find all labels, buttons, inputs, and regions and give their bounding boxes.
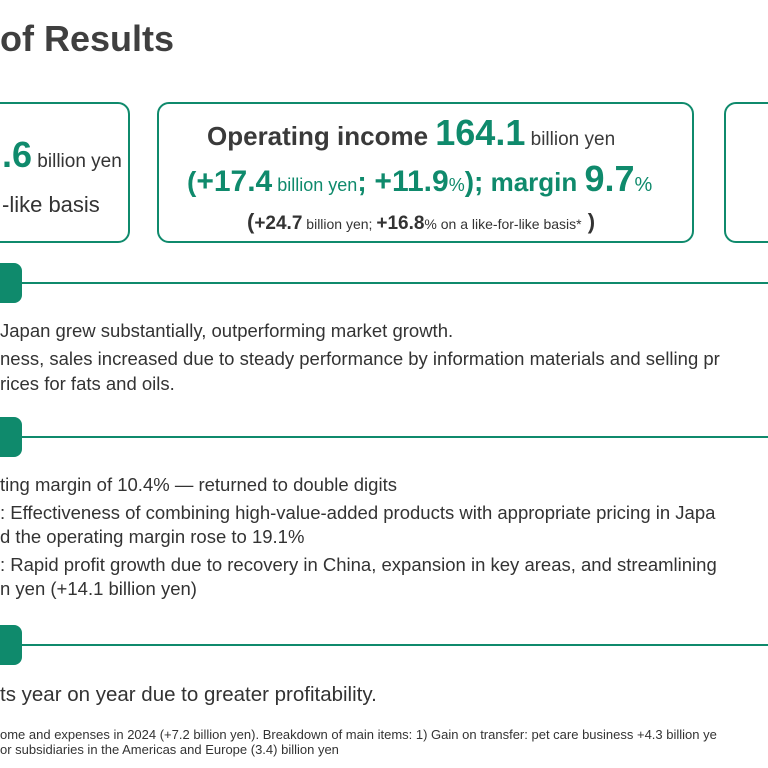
card-left-basis: -like basis — [2, 192, 100, 217]
op-lfl-close: ) — [581, 209, 596, 234]
section2-line-2: : Effectiveness of combining high-value-… — [0, 502, 716, 523]
section-divider-3 — [0, 644, 768, 646]
section2-line-1: ting margin of 10.4% — returned to doubl… — [0, 474, 397, 495]
footnote-line-1: ome and expenses in 2024 (+7.2 billion y… — [0, 727, 717, 742]
section3-line-1: ts year on year due to greater profitabi… — [0, 683, 377, 706]
op-lfl-open: ( — [247, 209, 255, 234]
op-change-value: +17.4 — [196, 165, 273, 198]
op-income-label: Operating income — [207, 121, 436, 151]
op-income-change-line: (+17.4 billion yen; +11.9%); margin 9.7% — [187, 158, 652, 200]
summary-card-net-sales: .6 billion yen -like basis — [0, 102, 130, 243]
section2-line-3: d the operating margin rose to 19.1% — [0, 526, 305, 547]
op-lfl-pct: +16.8 — [376, 213, 425, 234]
op-change-unit: billion yen — [272, 175, 358, 195]
op-lfl-unit: billion yen; — [302, 216, 377, 232]
op-change-pct: +11.9 — [374, 165, 449, 198]
card-left-value: .6 — [2, 134, 33, 175]
section2-line-4: : Rapid profit growth due to recovery in… — [0, 554, 717, 575]
summary-card-operating-income: Operating income 164.1 billion yen (+17.… — [157, 102, 694, 243]
section-divider-1 — [0, 282, 768, 284]
op-change-sep: ; — [357, 166, 375, 197]
op-change-pct-sign: % — [448, 175, 465, 195]
section-divider-2 — [0, 436, 768, 438]
op-change-open: ( — [187, 166, 197, 197]
section1-line-3: rices for fats and oils. — [0, 373, 175, 394]
op-income-value: 164.1 — [435, 112, 526, 153]
summary-card-right — [724, 102, 768, 243]
op-lfl-pct-text: % on a like-for-like basis* — [424, 216, 582, 232]
op-income-unit: billion yen — [525, 129, 616, 150]
section1-line-2: ness, sales increased due to steady perf… — [0, 348, 720, 369]
op-margin-label: margin — [483, 167, 585, 197]
card-left-unit: billion yen — [32, 151, 122, 172]
section1-line-1: Japan grew substantially, outperforming … — [0, 320, 454, 341]
op-lfl-change: +24.7 — [254, 213, 303, 234]
footnote-line-2: or subsidiaries in the Americas and Euro… — [0, 742, 339, 757]
card-left-value-line: .6 billion yen — [2, 134, 122, 176]
op-change-close: ); — [464, 166, 484, 197]
op-margin-value: 9.7 — [584, 158, 635, 199]
section2-line-5: n yen (+14.1 billion yen) — [0, 578, 197, 599]
op-lfl-line: (+24.7 billion yen; +16.8% on a like-for… — [247, 209, 595, 235]
op-margin-pct: % — [634, 174, 653, 196]
page-title: of Results — [0, 18, 175, 59]
op-income-line: Operating income 164.1 billion yen — [207, 112, 615, 154]
